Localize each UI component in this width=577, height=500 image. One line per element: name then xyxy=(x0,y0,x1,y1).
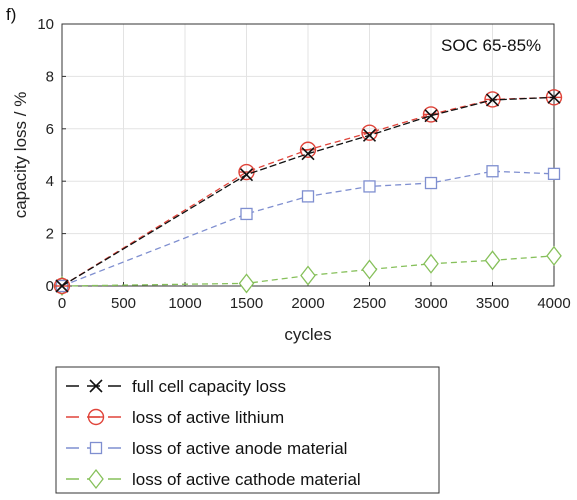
data-point xyxy=(424,109,438,123)
y-tick-label: 2 xyxy=(46,226,54,243)
data-point xyxy=(87,408,105,426)
x-tick-label: 0 xyxy=(58,295,66,312)
grid xyxy=(61,23,555,287)
x-tick-label: 2000 xyxy=(291,295,324,312)
data-point xyxy=(362,128,377,142)
data-point xyxy=(238,273,255,294)
legend-label: full cell capacity loss xyxy=(132,377,286,396)
series-full-cell-capacity-loss xyxy=(55,90,561,293)
x-tick-label: 3000 xyxy=(414,295,447,312)
x-tick-label: 500 xyxy=(111,295,136,312)
legend-label: loss of active anode material xyxy=(132,439,347,458)
x-tick-label: 1500 xyxy=(230,295,263,312)
y-tick-label: 8 xyxy=(46,68,54,85)
y-tick-label: 0 xyxy=(46,278,54,295)
legend-item: full cell capacity loss xyxy=(66,377,286,396)
legend: full cell capacity loss loss of active li… xyxy=(55,366,440,494)
data-point xyxy=(547,167,561,181)
x-tick-label: 1000 xyxy=(168,295,201,312)
data-point xyxy=(88,468,104,490)
legend-item: loss of active cathode material xyxy=(66,468,361,490)
data-point xyxy=(55,279,69,293)
y-tick-label: 6 xyxy=(46,121,54,138)
data-point xyxy=(363,180,376,193)
legend-box xyxy=(55,366,440,494)
x-tick-labels: 0 500 1000 1500 2000 2500 3000 3500 4000 xyxy=(58,282,571,312)
data-point xyxy=(361,259,378,280)
data-point xyxy=(239,168,254,182)
data-point xyxy=(546,245,562,266)
data-point xyxy=(547,90,561,104)
data-point xyxy=(301,190,315,203)
data-point xyxy=(424,176,438,190)
legend-item: loss of active lithium xyxy=(66,408,284,427)
y-axis-label: capacity loss / % xyxy=(11,92,30,219)
data-point xyxy=(89,379,103,393)
soc-annotation: SOC 65-85% xyxy=(441,36,541,55)
data-point xyxy=(89,441,103,455)
x-tick-label: 2500 xyxy=(353,295,386,312)
x-tick-label: 3500 xyxy=(476,295,509,312)
data-point xyxy=(486,165,499,178)
y-tick-labels: 0 2 4 6 8 10 xyxy=(37,16,66,295)
data-point xyxy=(301,147,315,161)
data-point xyxy=(485,93,500,107)
y-tick-label: 4 xyxy=(46,173,54,190)
panel-label: f) xyxy=(6,5,16,24)
x-axis-label: cycles xyxy=(284,325,331,344)
x-tick-label: 4000 xyxy=(537,295,570,312)
series-group xyxy=(53,89,563,297)
data-point xyxy=(423,253,439,274)
legend-item: loss of active anode material xyxy=(66,439,347,458)
legend-label: loss of active cathode material xyxy=(132,470,361,489)
y-tick-label: 10 xyxy=(37,16,54,33)
data-point xyxy=(240,207,253,221)
legend-label: loss of active lithium xyxy=(132,408,284,427)
data-point xyxy=(300,265,316,286)
data-point xyxy=(484,250,501,271)
